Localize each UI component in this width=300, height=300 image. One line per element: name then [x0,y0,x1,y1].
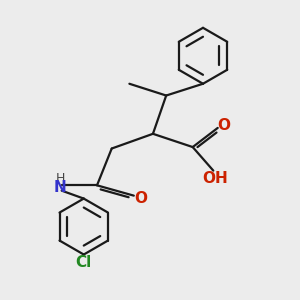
Text: H: H [56,172,65,185]
Text: Cl: Cl [76,255,92,270]
Text: N: N [54,180,67,195]
Text: O: O [134,191,147,206]
Text: O: O [218,118,231,133]
Text: OH: OH [202,171,228,186]
